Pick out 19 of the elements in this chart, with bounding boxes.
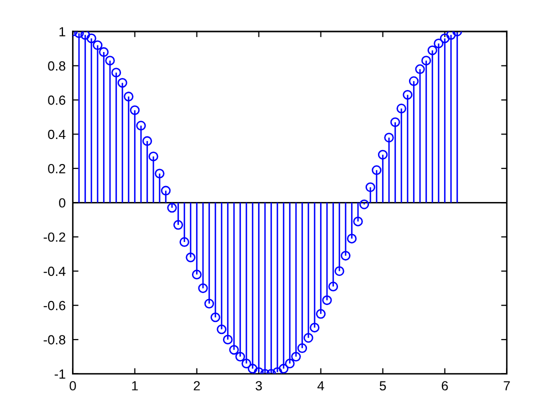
x-tick-label: 4 [317,381,324,390]
y-tick-label: -0.8 [44,335,66,344]
x-tick-label: 2 [194,381,200,390]
y-tick-label: 0.2 [48,164,66,174]
x-tick-label: 7 [504,381,510,390]
y-tick-label: -0.6 [44,300,66,310]
y-tick-label: -0.2 [44,232,66,242]
y-tick-label: -0.4 [44,266,66,276]
y-tick-label: 0 [59,198,66,208]
x-tick-label: 0 [70,381,76,390]
x-tick-label: 5 [380,381,386,390]
y-tick-label: -1 [54,370,66,379]
y-tick-label: 0.8 [48,61,66,71]
x-tick-label: 1 [132,381,138,390]
x-tick-label: 3 [256,381,262,390]
y-tick-label: 1 [60,27,66,36]
y-tick-label: 0.6 [48,96,66,105]
y-tick-label: 0.4 [48,130,66,140]
x-tick-label: 6 [442,381,448,390]
